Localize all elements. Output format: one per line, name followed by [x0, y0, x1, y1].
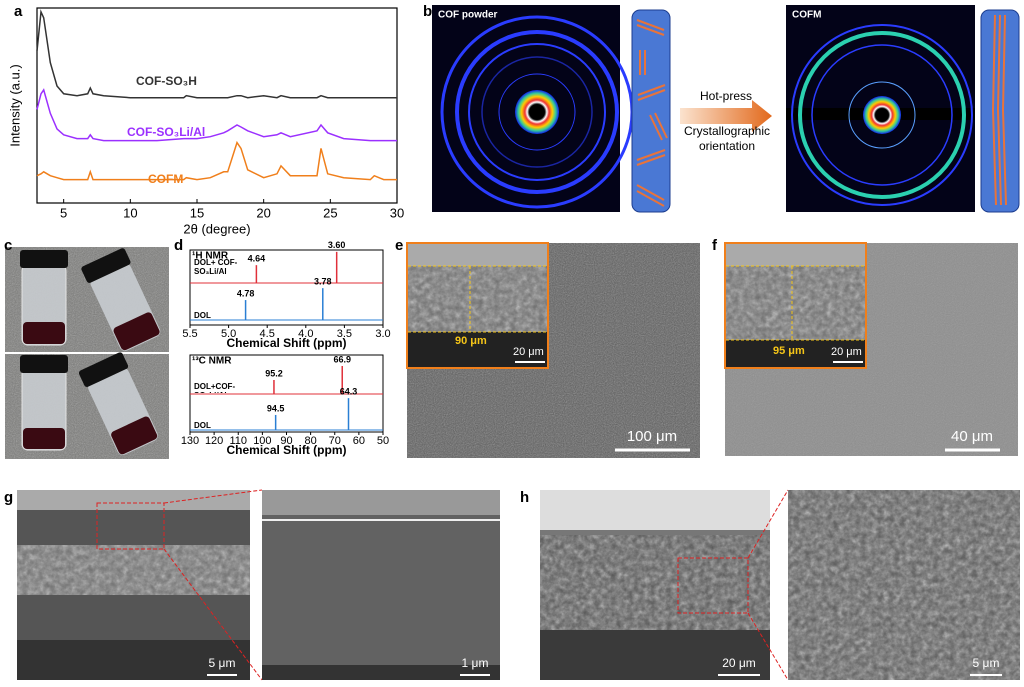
thickness-label: 90 μm	[455, 335, 487, 347]
chart-title: ¹H NMR	[192, 251, 229, 262]
series-label: DOL+COF-SO₃Li/Al	[194, 382, 236, 393]
panel-label: d	[174, 237, 183, 254]
series-label: COF-SO₃H	[136, 74, 197, 88]
peak-label: 95.2	[265, 368, 283, 378]
data-line	[36, 140, 397, 181]
series-label: DOL	[194, 311, 211, 320]
sem-g	[17, 489, 500, 681]
peak-label: 94.5	[267, 403, 285, 413]
series-label-box: DOL+COF-SO₃Li/Al	[194, 382, 236, 393]
scale-label: 1 μm	[462, 656, 489, 670]
scale-label: 100 μm	[627, 428, 677, 445]
diffraction-title: COF powder	[438, 10, 498, 21]
arrow-label: Hot-press	[700, 89, 752, 103]
x-axis-label: Chemical Shift (ppm)	[226, 336, 346, 350]
diffraction-right	[786, 5, 1020, 213]
panel-label: a	[14, 3, 23, 20]
x-tick-label: 5	[60, 205, 67, 220]
scale-label: 5 μm	[973, 656, 1000, 670]
x-tick-label: 10	[123, 205, 137, 220]
x-tick-label: 100	[253, 435, 271, 447]
series-label-box: DOL+ COF-SO₃Li/Al	[194, 258, 238, 276]
scale-label: 5 μm	[209, 656, 236, 670]
x-tick-label: 80	[305, 435, 317, 447]
arrow	[680, 100, 772, 132]
scale-label: 20 μm	[513, 346, 544, 358]
data-line	[36, 9, 397, 99]
x-tick-label: 130	[181, 435, 199, 447]
plot-frame	[189, 249, 384, 326]
arrow-label-box: Crystallographic orientation	[683, 124, 771, 153]
arrow-label: Crystallographic orientation	[683, 124, 771, 153]
panel-label: b	[423, 3, 432, 20]
x-tick-label: 5.5	[182, 328, 197, 340]
data-line	[36, 88, 397, 142]
scale-label: 20 μm	[722, 656, 756, 670]
x-tick-label: 110	[229, 435, 247, 447]
series-label: COF-SO₃Li/Al	[127, 125, 205, 139]
x-tick-label: 3.5	[337, 328, 352, 340]
sem-e	[406, 242, 700, 458]
series-label: DOL+ COF-SO₃Li/Al	[194, 258, 238, 276]
peak-label: 4.78	[237, 288, 255, 298]
plot-frame	[36, 7, 398, 204]
x-tick-label: 30	[390, 205, 404, 220]
panel-label: g	[4, 489, 13, 506]
scale-label: 40 μm	[951, 428, 993, 445]
photos	[5, 247, 169, 459]
x-axis-label: Chemical Shift (ppm)	[226, 443, 346, 457]
peak-label: 4.64	[248, 254, 266, 264]
panel-label: e	[395, 237, 403, 254]
scale-label: 20 μm	[831, 346, 862, 358]
x-tick-label: 15	[190, 205, 204, 220]
panel-label: h	[520, 489, 529, 506]
x-tick-label: 25	[323, 205, 337, 220]
x-tick-label: 5.0	[221, 328, 236, 340]
x-axis-label: 2θ (degree)	[183, 221, 250, 236]
peak-label: 3.60	[328, 240, 346, 250]
panel-label: c	[4, 237, 12, 254]
series-label: DOL	[194, 421, 211, 430]
sem-f	[724, 242, 1018, 456]
diffraction-left	[432, 5, 671, 213]
series-label-box: DOL	[194, 421, 211, 430]
x-tick-label: 70	[329, 435, 341, 447]
x-tick-label: 60	[353, 435, 365, 447]
diffraction-title: COFM	[792, 10, 821, 21]
peak-label: 66.9	[333, 354, 351, 364]
x-tick-label: 3.0	[375, 328, 390, 340]
chart-title: ¹³C NMR	[192, 356, 232, 367]
sem-h	[540, 489, 1020, 681]
x-tick-label: 4.0	[298, 328, 313, 340]
x-tick-label: 120	[205, 435, 223, 447]
panel-label: f	[712, 237, 718, 254]
thickness-label: 95 μm	[773, 345, 805, 357]
x-tick-label: 90	[280, 435, 292, 447]
x-tick-label: 4.5	[260, 328, 275, 340]
peak-label: 3.78	[314, 277, 332, 287]
series-label: COFM	[148, 172, 183, 186]
peak-label: 64.3	[340, 387, 358, 397]
x-tick-label: 50	[377, 435, 389, 447]
series-label-box: DOL	[194, 311, 211, 320]
y-axis-label: Intensity (a.u.)	[7, 64, 22, 146]
x-tick-label: 20	[256, 205, 270, 220]
